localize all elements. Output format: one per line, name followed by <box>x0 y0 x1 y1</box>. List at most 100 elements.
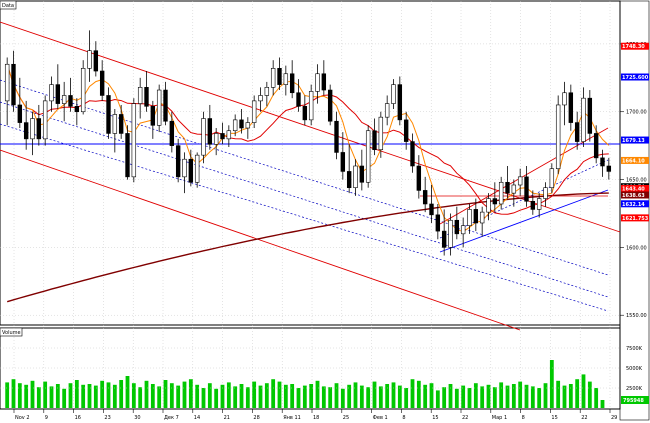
volume-bar <box>277 381 282 408</box>
candle-body <box>226 130 232 140</box>
volume-bar <box>17 383 22 408</box>
candle-body <box>87 50 92 69</box>
volume-bar <box>385 384 390 408</box>
candle-body <box>486 198 491 213</box>
volume-bar <box>68 383 73 408</box>
volume-bar <box>157 386 162 408</box>
volume-bar <box>264 383 269 408</box>
volume-bar <box>220 384 225 408</box>
candle-body <box>194 154 200 183</box>
volume-bar <box>499 382 504 408</box>
volume-pane-title: Volume <box>2 330 21 336</box>
volume-bar <box>195 384 200 408</box>
x-tick-label: 28 <box>253 415 259 421</box>
candle-body <box>169 120 175 146</box>
volume-bar <box>492 387 497 408</box>
right-axis-frame <box>619 0 650 421</box>
rising-channel-lower <box>439 189 609 253</box>
candle-body <box>403 119 409 142</box>
price-tick-label: 1650.00 <box>626 178 647 184</box>
volume-bar <box>119 380 124 408</box>
volume-bar <box>150 384 155 408</box>
x-tick-label: 23 <box>104 415 110 421</box>
candle-body <box>258 95 263 102</box>
volume-bar <box>106 382 111 408</box>
candle-body <box>144 87 149 107</box>
candle-body <box>112 114 118 134</box>
volume-bar <box>188 379 193 408</box>
candle-body <box>353 165 358 189</box>
candle-body <box>308 91 314 121</box>
volume-bar <box>366 387 371 408</box>
volume-bar <box>410 379 415 408</box>
price-tick-label: 1700.00 <box>626 110 647 116</box>
x-tick-label: 25 <box>343 415 349 421</box>
candle-body <box>505 181 510 194</box>
candle-body <box>448 219 453 248</box>
volume-bar <box>435 390 440 408</box>
volume-bar <box>201 388 206 408</box>
volume-bar <box>518 381 523 408</box>
candle-body <box>467 209 472 226</box>
candle-body <box>593 133 599 159</box>
candle-body <box>340 152 346 172</box>
candle-body <box>492 198 498 205</box>
candle-body <box>30 118 35 140</box>
x-tick-label: 30 <box>134 415 140 421</box>
candle-body <box>213 133 219 145</box>
volume-bar <box>429 383 434 408</box>
candle-body <box>188 158 194 183</box>
candle-body <box>346 171 352 189</box>
volume-bar <box>461 385 466 408</box>
candle-body <box>378 116 384 151</box>
volume-bar <box>74 380 79 408</box>
volume-bar <box>258 385 263 408</box>
volume-bar <box>480 386 485 408</box>
candle-body <box>220 133 225 140</box>
candle-body <box>435 214 441 232</box>
trend-channels <box>0 21 621 331</box>
volume-bar <box>271 379 276 408</box>
x-tick-label: 15 <box>432 415 438 421</box>
candle-body <box>574 122 580 142</box>
volume-bar <box>347 384 352 408</box>
volume-bar <box>138 387 143 408</box>
candle-body <box>270 68 276 88</box>
volume-bar <box>214 388 219 408</box>
candle-body <box>397 84 403 121</box>
candle-body <box>315 73 320 92</box>
candle-body <box>42 100 48 140</box>
candle-body <box>524 176 529 202</box>
price-tick-label: 1600.00 <box>626 245 647 251</box>
volume-bar <box>112 384 117 408</box>
volume-bar <box>587 381 592 408</box>
volume-tick-label: 2500K <box>626 386 643 392</box>
price-marker-label: 1638.63 <box>622 193 645 199</box>
candle-body <box>137 87 143 104</box>
volume-bar <box>562 385 567 408</box>
volume-bar <box>169 383 174 408</box>
volume-bar <box>372 381 377 408</box>
channel-lower-line <box>0 149 521 331</box>
candle-body <box>106 95 111 134</box>
candle-body <box>334 120 339 153</box>
candle-body <box>473 209 479 224</box>
candle-body <box>201 118 206 156</box>
x-tick-label: Фев 1 <box>373 415 388 421</box>
x-tick-label: Nov 2 <box>15 415 30 421</box>
volume-bar <box>321 386 326 408</box>
candle-body <box>302 106 308 121</box>
price-marker-label: 1621.753 <box>622 216 649 222</box>
volume-pane-title-box <box>0 327 23 337</box>
candle-body <box>245 122 251 129</box>
volume-bar <box>36 387 41 408</box>
x-tick-label: Мар 1 <box>492 415 507 421</box>
volume-bar <box>537 388 542 408</box>
candle-body <box>441 230 447 248</box>
price-pane-title: Data <box>2 3 14 9</box>
volume-bar <box>283 384 288 408</box>
volume-bar <box>176 385 181 408</box>
price-marker-label: 1748.30 <box>622 44 645 50</box>
candle-body <box>543 187 548 199</box>
